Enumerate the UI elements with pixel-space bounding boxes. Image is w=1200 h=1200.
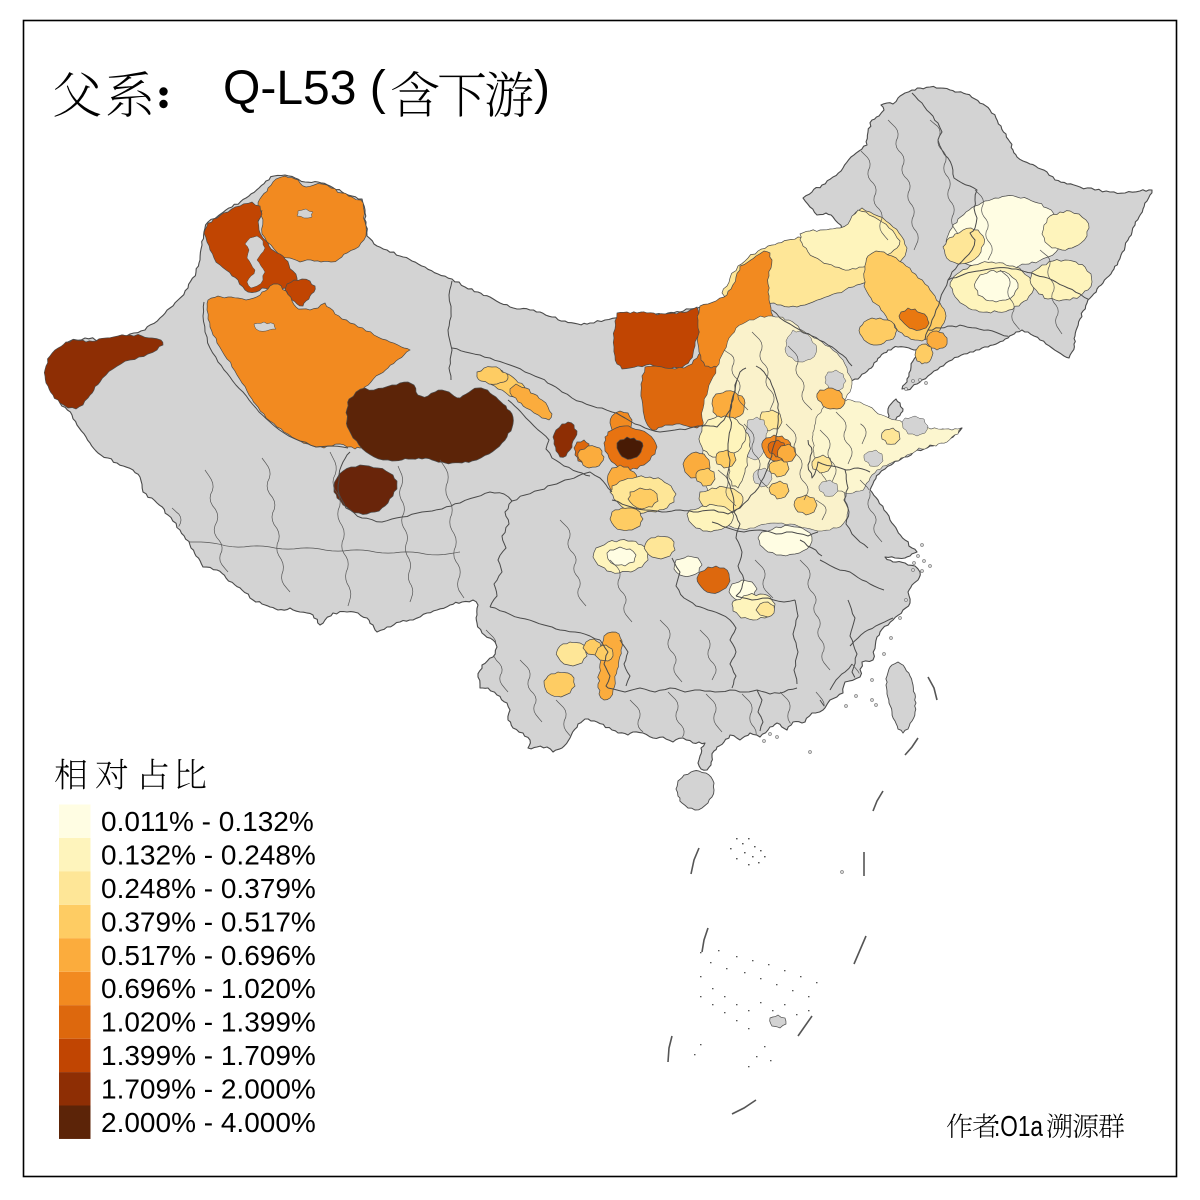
svg-text:0.517% - 0.696%: 0.517% - 0.696% bbox=[101, 940, 316, 971]
svg-text:0.696% - 1.020%: 0.696% - 1.020% bbox=[101, 973, 316, 1004]
svg-text:0.379% - 0.517%: 0.379% - 0.517% bbox=[101, 906, 316, 937]
svg-text::O1a: :O1a bbox=[994, 1111, 1044, 1143]
svg-text:2.000% - 4.000%: 2.000% - 4.000% bbox=[101, 1107, 316, 1138]
svg-text:0.011% - 0.132%: 0.011% - 0.132% bbox=[101, 806, 314, 837]
svg-text:0.132% - 0.248%: 0.132% - 0.248% bbox=[101, 840, 316, 871]
svg-text:1.399% - 1.709%: 1.399% - 1.709% bbox=[101, 1040, 316, 1071]
svg-text:): ) bbox=[534, 62, 550, 115]
svg-text:0.248% - 0.379%: 0.248% - 0.379% bbox=[101, 873, 316, 904]
svg-text:1.709% - 2.000%: 1.709% - 2.000% bbox=[101, 1074, 316, 1105]
svg-text:1.020% - 1.399%: 1.020% - 1.399% bbox=[101, 1007, 316, 1038]
svg-text:Q-L53 (: Q-L53 ( bbox=[223, 62, 386, 115]
